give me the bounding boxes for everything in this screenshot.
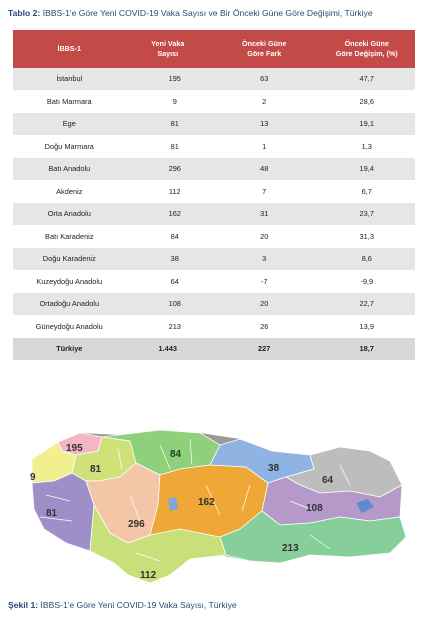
header-new-cases: Yeni Vaka Sayısı	[125, 30, 210, 68]
cell-region: Orta Anadolu	[13, 202, 126, 226]
cell-region: Doğu Karadeniz	[13, 247, 126, 271]
map-label-bati-anadolu: 296	[128, 519, 145, 530]
cell-region: Ege	[13, 112, 126, 136]
cell-pct: 22,7	[318, 292, 415, 316]
cell-region: Batı Karadeniz	[13, 225, 126, 248]
lake-van	[356, 499, 374, 513]
total-cell-pct: 18,7	[318, 337, 415, 361]
cell-pct: 19,1	[318, 112, 415, 136]
cell-diff: 1	[209, 135, 319, 158]
cell-region: Güneydoğu Anadolu	[13, 315, 126, 338]
cell-diff: 20	[209, 292, 319, 316]
cell-pct: 19,4	[318, 157, 415, 181]
cell-diff: 7	[209, 180, 319, 203]
table-row: Batı Marmara 9 2 28,6	[13, 90, 415, 113]
header-diff: Önceki Güne Göre Fark	[209, 30, 319, 68]
cell-diff: 31	[209, 202, 319, 226]
map-label-kuzeydogu-anadolu: 64	[322, 475, 334, 486]
cell-diff: 26	[209, 315, 319, 338]
map-label-dogu-marmara: 81	[90, 464, 102, 475]
lake-tuz	[168, 497, 178, 511]
header-region: İBBS-1	[13, 30, 126, 68]
cell-pct: 28,6	[318, 90, 415, 113]
cell-diff: 63	[209, 68, 319, 91]
cell-cases: 64	[125, 270, 210, 293]
total-cell-region: Türkiye	[13, 337, 126, 361]
cell-region: İstanbul	[13, 68, 126, 91]
figure-caption-text: İBBS-1'e Göre Yeni COVID-19 Vaka Sayısı,…	[38, 600, 237, 610]
map-label-ortadogu-anadolu: 108	[306, 503, 323, 514]
cell-cases: 296	[125, 157, 210, 181]
cell-diff: 2	[209, 90, 319, 113]
figure-caption-label: Şekil 1:	[8, 600, 39, 610]
table-row: Ortadoğu Anadolu 108 20 22,7	[13, 292, 415, 316]
cell-pct: 6,7	[318, 180, 415, 203]
cases-table: İBBS-1 Yeni Vaka Sayısı Önceki Güne Göre F…	[13, 30, 415, 361]
figure-caption: Şekil 1: İBBS-1'e Göre Yeni COVID-19 Vak…	[8, 600, 237, 610]
table-row: Kuzeydoğu Anadolu 64 -7 -9,9	[13, 270, 415, 293]
cell-pct: -9,9	[318, 270, 415, 293]
table-row: Akdeniz 112 7 6,7	[13, 180, 415, 203]
cell-cases: 108	[125, 292, 210, 316]
cell-cases: 81	[125, 112, 210, 136]
cell-cases: 112	[125, 180, 210, 203]
table-row: Batı Anadolu 296 48 19,4	[13, 157, 415, 181]
table-caption-label: Tablo 2:	[8, 8, 41, 18]
cell-pct: 1,3	[318, 135, 415, 158]
table-body: İstanbul 195 63 47,7 Batı Marmara 9 2 28,6 Ege 81…	[13, 68, 415, 361]
cell-diff: 3	[209, 247, 319, 271]
cell-diff: -7	[209, 270, 319, 293]
header-pct: Önceki Güne Göre Değişim, (%)	[318, 30, 415, 68]
cell-region: Doğu Marmara	[13, 135, 126, 158]
total-cell-cases: 1.443	[125, 337, 210, 361]
total-cell-diff: 227	[209, 337, 319, 361]
cell-diff: 20	[209, 225, 319, 248]
cell-region: Batı Anadolu	[13, 157, 126, 181]
province-borders	[39, 438, 351, 562]
table-row: Güneydoğu Anadolu 213 26 13,9	[13, 315, 415, 338]
cell-pct: 8,6	[318, 247, 415, 271]
table-row: Batı Karadeniz 84 20 31,3	[13, 225, 415, 248]
table-row: Doğu Karadeniz 38 3 8,6	[13, 247, 415, 271]
map-label-ege: 81	[46, 508, 58, 519]
cell-region: Batı Marmara	[13, 90, 126, 113]
map-label-orta-anadolu: 162	[198, 497, 215, 508]
map-label-akdeniz: 112	[140, 570, 157, 581]
table-row: Doğu Marmara 81 1 1,3	[13, 135, 415, 158]
cell-cases: 84	[125, 225, 210, 248]
cell-diff: 13	[209, 112, 319, 136]
cell-region: Akdeniz	[13, 180, 126, 203]
cell-diff: 48	[209, 157, 319, 181]
map-label-bati-karadeniz: 84	[170, 449, 182, 460]
cell-pct: 13,9	[318, 315, 415, 338]
table-row: Orta Anadolu 162 31 23,7	[13, 202, 415, 226]
turkey-map: 195 9 81 81 84 296 162 38 64 108 213 112	[30, 429, 407, 584]
cell-cases: 213	[125, 315, 210, 338]
cell-pct: 31,3	[318, 225, 415, 248]
table-header-row: İBBS-1 Yeni Vaka Sayısı Önceki Güne Göre F…	[13, 30, 415, 68]
cell-pct: 47,7	[318, 68, 415, 91]
cell-cases: 9	[125, 90, 210, 113]
map-label-dogu-karadeniz: 38	[268, 463, 280, 474]
map-label-istanbul: 195	[66, 443, 83, 454]
cell-region: Kuzeydoğu Anadolu	[13, 270, 126, 293]
cell-cases: 195	[125, 68, 210, 91]
table-caption-text: İBBS-1'e Göre Yeni COVID-19 Vaka Sayısı …	[40, 8, 373, 18]
table-caption: Tablo 2: İBBS-1'e Göre Yeni COVID-19 Vak…	[8, 8, 420, 18]
cell-pct: 23,7	[318, 202, 415, 226]
cell-cases: 162	[125, 202, 210, 226]
map-label-bati-marmara: 9	[30, 472, 36, 483]
cell-cases: 81	[125, 135, 210, 158]
table-total-row: Türkiye 1.443 227 18,7	[13, 337, 415, 361]
table-row: İstanbul 195 63 47,7	[13, 68, 415, 91]
map-label-guneydogu-anadolu: 213	[282, 543, 299, 554]
region-ege	[31, 472, 95, 552]
cell-cases: 38	[125, 247, 210, 271]
cell-region: Ortadoğu Anadolu	[13, 292, 126, 316]
table-row: Ege 81 13 19,1	[13, 112, 415, 136]
